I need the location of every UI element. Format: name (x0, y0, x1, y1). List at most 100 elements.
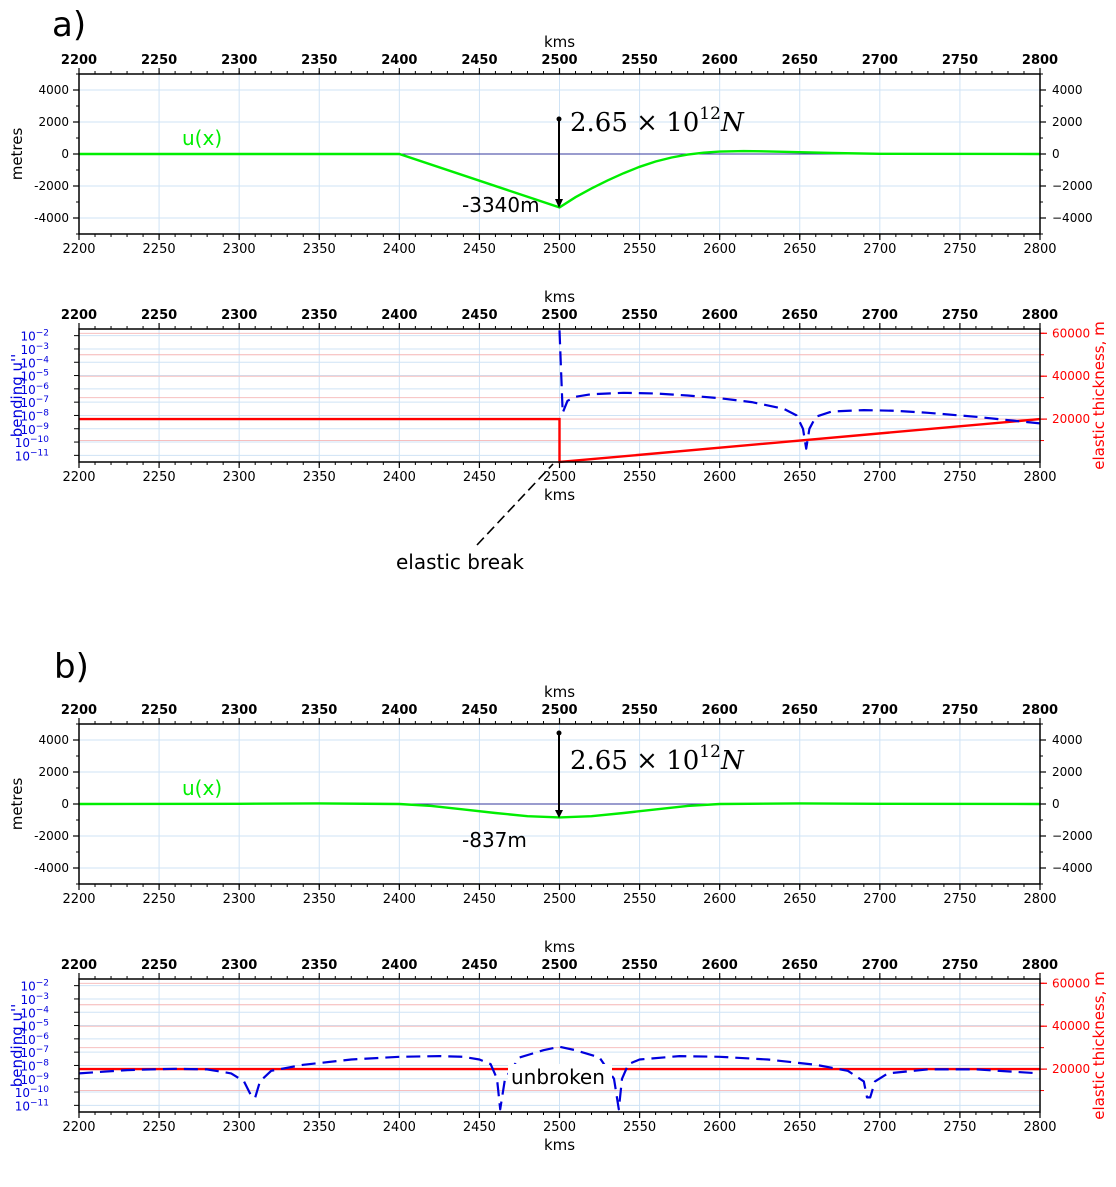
y-tick-label-left: 10−3 (20, 992, 49, 1007)
x-tick-label-top: 2250 (141, 703, 177, 718)
y-axis-title: metres (8, 128, 26, 181)
elastic-break-leader (476, 463, 554, 546)
y-tick-label-left: 10−10 (15, 435, 50, 450)
x-tick-label-top: 2400 (381, 308, 417, 323)
x-tick-label-bottom: 2650 (783, 470, 816, 485)
x-tick-label-bottom: 2450 (463, 470, 496, 485)
x-tick-label-bottom: 2250 (143, 470, 176, 485)
y-tick-label-left: 10−7 (20, 395, 49, 410)
x-tick-label-top: 2750 (942, 53, 978, 68)
x-axis-title-top: kms (544, 33, 575, 51)
x-tick-label-top: 2250 (141, 53, 177, 68)
x-tick-label-bottom: 2700 (863, 1120, 896, 1135)
elastic-break-label: elastic break (396, 550, 524, 574)
x-tick-label-top: 2700 (862, 703, 898, 718)
plot-frame (78, 73, 1041, 235)
x-tick-label-bottom: 2800 (1023, 1120, 1056, 1135)
y-tick-label-left: 10−2 (20, 979, 49, 994)
x-tick-label-bottom: 2500 (543, 892, 576, 907)
x-tick-label-bottom: 2350 (303, 892, 336, 907)
x-tick-label-top: 2650 (782, 703, 818, 718)
y-tick-label-right: 60000 (1052, 976, 1090, 990)
x-tick-label-top: 2450 (461, 958, 497, 973)
x-tick-label-top: 2750 (942, 308, 978, 323)
max-depth-label: -837m (462, 828, 527, 852)
series-label-u-x: u(x) (182, 126, 222, 150)
x-tick-label-top: 2650 (782, 53, 818, 68)
force-arrow-origin (556, 730, 562, 736)
x-tick-label-top: 2200 (61, 958, 97, 973)
y-tick-label-right: 4000 (1052, 733, 1083, 747)
y-tick-label-right: 60000 (1052, 326, 1090, 340)
x-tick-label-top: 2750 (942, 703, 978, 718)
y-tick-label-left: -4000 (34, 861, 69, 875)
x-tick-label-bottom: 2700 (863, 470, 896, 485)
x-tick-label-top: 2500 (541, 703, 577, 718)
y-tick-label-right: 20000 (1052, 1062, 1090, 1076)
force-arrow-head (555, 810, 563, 818)
x-axis-title-bottom: kms (544, 486, 575, 504)
y-tick-label-left: 10−6 (20, 382, 49, 397)
y-tick-label-left: 10−8 (20, 408, 49, 423)
x-tick-label-bottom: 2700 (863, 892, 896, 907)
y-tick-label-left: -2000 (34, 829, 69, 843)
y-tick-label-right: −4000 (1052, 861, 1093, 875)
x-tick-label-bottom: 2800 (1023, 242, 1056, 257)
x-tick-label-bottom: 2200 (62, 1120, 95, 1135)
x-tick-label-top: 2250 (141, 958, 177, 973)
x-tick-label-bottom: 2450 (463, 1120, 496, 1135)
panel-b-letter: b) (54, 647, 89, 687)
x-tick-label-bottom: 2550 (623, 242, 656, 257)
y-tick-label-left: 4000 (38, 83, 69, 97)
x-tick-label-bottom: 2250 (143, 892, 176, 907)
x-tick-label-bottom: 2600 (703, 470, 736, 485)
y-tick-label-left: 0 (61, 797, 69, 811)
y-tick-label-right: −4000 (1052, 211, 1093, 225)
y-tick-label-left: -4000 (34, 211, 69, 225)
x-tick-label-top: 2800 (1022, 308, 1058, 323)
unbroken-label-bg (508, 1064, 612, 1090)
y-tick-label-right: −2000 (1052, 829, 1093, 843)
x-tick-label-bottom: 2200 (62, 242, 95, 257)
x-tick-label-bottom: 2400 (383, 470, 416, 485)
y-tick-label-left: 10−2 (20, 329, 49, 344)
y-tick-label-right: 2000 (1052, 115, 1083, 129)
x-tick-label-top: 2200 (61, 308, 97, 323)
x-tick-label-top: 2350 (301, 958, 337, 973)
y-tick-label-right: 40000 (1052, 369, 1090, 383)
force-arrow-origin (556, 116, 562, 122)
x-tick-label-bottom: 2700 (863, 242, 896, 257)
panel-b-force-annotation: 2.65 × 1012N -837m (462, 730, 745, 852)
x-tick-label-bottom: 2550 (623, 892, 656, 907)
y-tick-label-left: 10−11 (15, 1098, 49, 1113)
x-tick-label-top: 2750 (942, 958, 978, 973)
bending-curve (78, 1045, 1041, 1111)
max-depth-label: -3340m (462, 193, 540, 217)
y-axis-title-right: elastic thickness, m (1090, 971, 1108, 1119)
x-tick-label-bottom: 2400 (383, 242, 416, 257)
y-tick-label-left: 10−10 (15, 1085, 50, 1100)
y-tick-label-left: 2000 (38, 115, 69, 129)
x-tick-label-bottom: 2750 (943, 1120, 976, 1135)
force-arrow-head (555, 199, 563, 208)
elastic-thickness-line (79, 417, 1041, 464)
bending-curve (558, 330, 1041, 450)
x-tick-label-bottom: 2200 (62, 892, 95, 907)
plot-frame (78, 328, 1041, 463)
x-tick-label-top: 2650 (782, 308, 818, 323)
panel-a-bending-plot: 10−1110−1010−910−810−710−610−510−410−310… (8, 288, 1108, 504)
x-tick-label-top: 2200 (61, 53, 97, 68)
x-axis-title-top: kms (544, 683, 575, 701)
x-tick-label-top: 2600 (702, 53, 738, 68)
y-tick-label-left: 2000 (38, 765, 69, 779)
y-tick-label-left: 4000 (38, 733, 69, 747)
x-tick-label-top: 2350 (301, 53, 337, 68)
x-tick-label-top: 2450 (461, 703, 497, 718)
x-tick-label-top: 2450 (461, 308, 497, 323)
y-tick-label-left: 10−5 (20, 369, 49, 384)
panel-a-force-annotation: 2.65 × 1012N -3340m (462, 104, 745, 217)
y-tick-label-right: 20000 (1052, 412, 1090, 426)
x-tick-label-bottom: 2550 (623, 1120, 656, 1135)
x-tick-label-top: 2600 (702, 703, 738, 718)
x-tick-label-top: 2400 (381, 958, 417, 973)
